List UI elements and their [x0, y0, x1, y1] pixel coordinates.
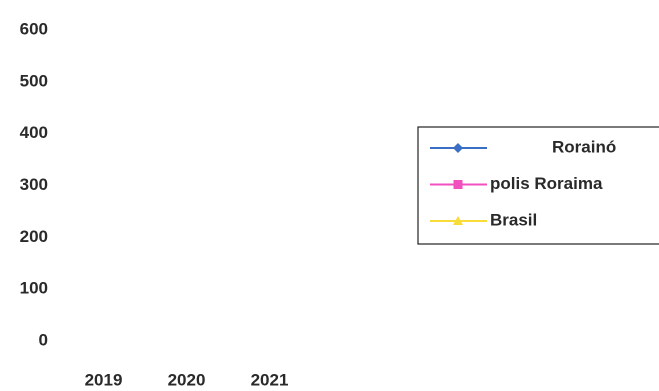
y-tick-label: 100 — [20, 279, 48, 298]
x-tick-label: 2020 — [168, 370, 206, 389]
legend-label: Rorainó — [552, 137, 616, 156]
x-tick-label: 2021 — [251, 370, 289, 389]
x-tick-label: 2019 — [85, 370, 123, 389]
y-tick-label: 200 — [20, 227, 48, 246]
y-tick-label: 300 — [20, 175, 48, 194]
y-tick-label: 400 — [20, 123, 48, 142]
marker — [453, 143, 463, 153]
y-tick-label: 500 — [20, 71, 48, 90]
marker — [453, 216, 463, 225]
legend-label: Brasil — [490, 210, 537, 229]
legend-label: polis Roraima — [490, 174, 603, 193]
marker — [453, 180, 463, 189]
y-tick-label: 600 — [20, 19, 48, 38]
y-tick-label: 0 — [39, 330, 48, 349]
